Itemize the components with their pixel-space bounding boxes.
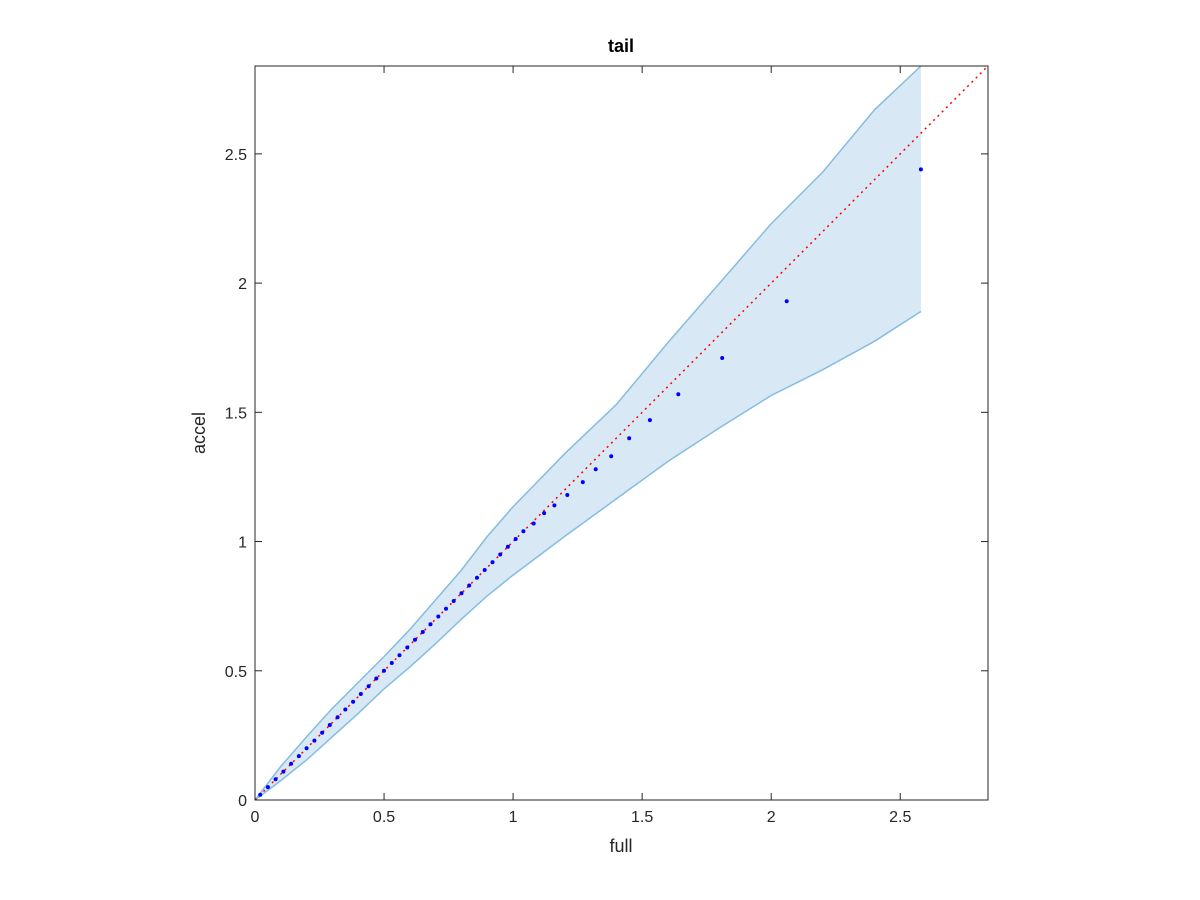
data-point <box>609 454 614 459</box>
data-point <box>459 591 464 596</box>
data-point <box>505 544 510 549</box>
data-point <box>784 299 789 304</box>
data-point <box>397 653 402 658</box>
data-point <box>413 637 417 642</box>
data-point <box>366 684 371 689</box>
data-point <box>451 599 456 603</box>
data-point <box>358 692 363 696</box>
data-point <box>531 521 536 526</box>
data-point <box>320 730 325 735</box>
band-lower-edge <box>254 310 922 801</box>
y-tick-label: 2 <box>238 276 247 293</box>
y-tick-label: 0 <box>238 793 247 810</box>
data-point <box>312 738 317 743</box>
data-point <box>521 529 526 534</box>
data-point <box>265 785 270 790</box>
y-axis-label: accel <box>189 412 209 454</box>
data-point <box>542 511 547 516</box>
reference-line <box>254 65 989 801</box>
data-point <box>436 614 441 619</box>
chart-title: tail <box>608 36 634 56</box>
data-point <box>918 167 923 172</box>
y-tick-label: 2.5 <box>225 147 247 164</box>
data-point <box>304 746 309 751</box>
x-tick-label: 1.5 <box>631 809 653 826</box>
data-point <box>327 723 332 727</box>
data-point <box>420 630 425 634</box>
data-point <box>720 356 725 360</box>
data-point <box>552 503 557 508</box>
data-point <box>482 568 487 572</box>
data-point <box>513 537 518 541</box>
data-point <box>389 661 394 665</box>
data-point <box>296 754 301 759</box>
data-point <box>343 707 348 712</box>
data-point <box>490 560 495 565</box>
tick-marks: 0 0.5 1 1.5 2 2.5 0 0.5 1 1.5 2 2.5 <box>225 66 988 826</box>
data-point <box>593 467 598 472</box>
data-point <box>374 676 379 681</box>
data-point <box>444 606 448 611</box>
x-tick-label: 0 <box>251 809 260 826</box>
data-point <box>289 761 294 766</box>
band-upper-edge <box>254 65 922 801</box>
data-point <box>258 792 263 797</box>
y-tick-label: 0.5 <box>225 664 247 681</box>
data-point <box>498 552 503 557</box>
y-tick-label: 1 <box>238 535 247 552</box>
plot-area <box>254 65 989 801</box>
data-point <box>428 622 433 627</box>
axes-box <box>254 65 989 801</box>
data-point <box>565 493 570 497</box>
data-point <box>273 777 278 782</box>
y-tick-label: 1.5 <box>225 405 247 422</box>
data-point <box>382 668 386 673</box>
data-point <box>467 583 472 588</box>
data-point <box>676 392 681 397</box>
x-tick-label: 2.5 <box>889 809 911 826</box>
x-axis-label: full <box>609 836 632 856</box>
data-point <box>281 769 286 774</box>
data-point <box>351 699 356 704</box>
data-point <box>580 480 585 485</box>
x-tick-label: 0.5 <box>373 809 395 826</box>
data-point <box>475 575 479 580</box>
data-point <box>405 645 410 650</box>
x-tick-label: 2 <box>767 809 776 826</box>
data-point <box>335 715 340 720</box>
x-tick-label: 1 <box>509 809 518 826</box>
data-point <box>627 436 632 441</box>
data-point <box>647 418 652 423</box>
